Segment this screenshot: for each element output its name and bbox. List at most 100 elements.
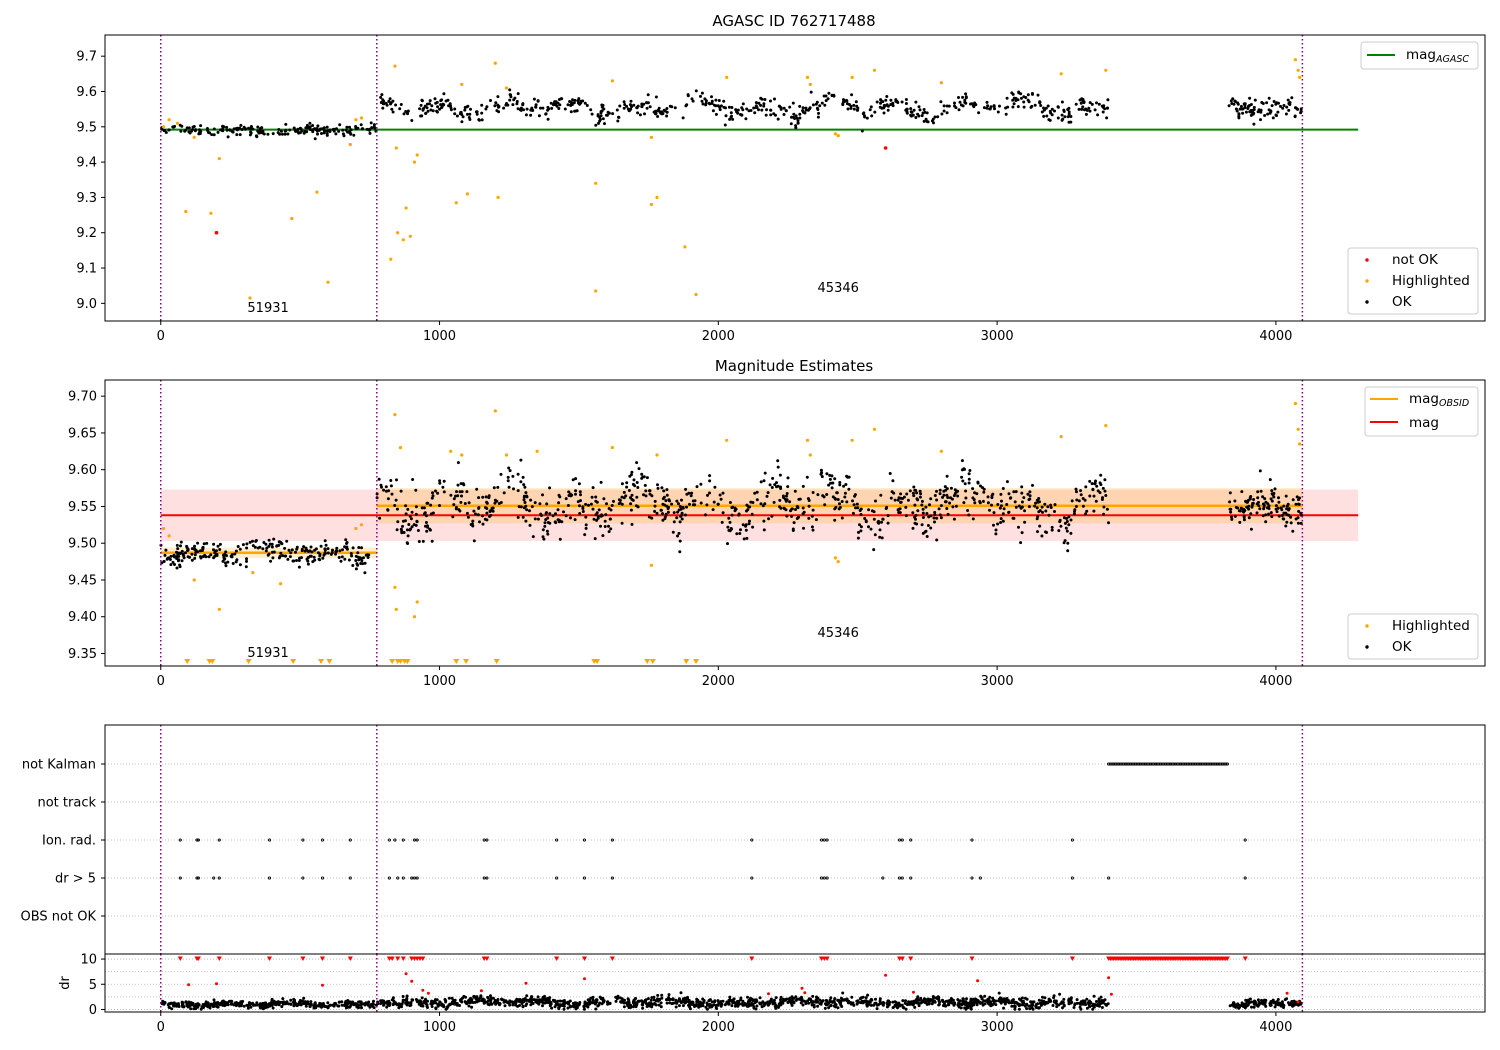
ok-point <box>796 119 800 123</box>
dr-ok-point <box>342 1004 346 1007</box>
ok-point <box>818 104 822 108</box>
ok-point <box>1276 110 1280 114</box>
ok-point <box>491 509 495 513</box>
ok-point <box>629 104 633 108</box>
dr-ok-point <box>949 999 953 1003</box>
dr-saturated-marker <box>300 956 306 962</box>
highlighted-point <box>833 132 838 136</box>
ok-point <box>1038 500 1041 504</box>
dr-ok-point <box>753 1001 757 1005</box>
ok-point <box>359 562 363 565</box>
ok-point <box>762 104 766 108</box>
ok-point <box>230 553 234 557</box>
ok-point <box>207 555 211 559</box>
dr-ok-point <box>972 1000 976 1004</box>
dr-ok-point <box>385 1005 389 1009</box>
ok-point <box>851 499 854 503</box>
dr-ok-point <box>313 1002 317 1006</box>
ok-point <box>734 507 738 511</box>
ok-point <box>939 504 943 508</box>
dr-ok-point <box>614 999 618 1003</box>
ok-point <box>266 553 270 557</box>
ok-point <box>272 550 276 554</box>
ok-point <box>409 517 413 521</box>
ok-point <box>662 489 666 493</box>
ok-point <box>1022 95 1026 99</box>
highlighted-point <box>1293 58 1297 62</box>
ok-point <box>442 490 446 494</box>
ok-point <box>419 114 423 118</box>
dr-ok-point <box>221 1002 225 1006</box>
ok-point <box>279 129 283 133</box>
x-tick-label: 0 <box>157 1020 165 1035</box>
dr-ok-point <box>634 1001 638 1005</box>
ok-point <box>554 101 557 105</box>
dr-ok-point <box>755 1004 759 1008</box>
ok-point <box>667 505 670 509</box>
ok-point <box>341 548 344 552</box>
ok-point <box>1233 514 1237 518</box>
ok-point <box>638 113 642 117</box>
ok-point <box>820 101 824 105</box>
dr-ok-point <box>529 1003 533 1007</box>
ok-point <box>557 501 561 505</box>
ok-point <box>714 112 718 116</box>
ok-point <box>604 513 608 517</box>
dr-ok-point <box>1078 1002 1082 1006</box>
ok-point <box>684 104 688 108</box>
dr-ok-point <box>743 1003 747 1007</box>
ok-point <box>630 493 634 497</box>
dr-ok-point <box>904 999 907 1003</box>
ok-point <box>782 113 786 116</box>
ok-point <box>644 494 648 498</box>
ok-point <box>854 506 858 510</box>
ok-point <box>1063 115 1067 119</box>
dr-ok-point <box>337 1000 341 1004</box>
dr-ok-point <box>1021 999 1025 1003</box>
ok-point <box>508 93 512 97</box>
ok-point <box>1017 525 1020 529</box>
ok-point <box>729 111 733 115</box>
ok-point <box>844 483 848 486</box>
ok-point <box>913 488 917 492</box>
flag-point <box>267 876 272 880</box>
dr-ok-point <box>792 1001 796 1005</box>
ok-point <box>663 503 667 507</box>
ok-point <box>384 485 388 489</box>
ok-point <box>605 113 608 117</box>
ok-point <box>763 471 767 475</box>
ok-point <box>721 491 725 495</box>
ok-point <box>775 485 778 489</box>
ok-point <box>386 508 390 512</box>
ok-point <box>497 502 501 505</box>
legend-swatch-ok <box>1365 300 1369 304</box>
y-tick-label: 9.55 <box>68 500 97 515</box>
ok-point <box>277 128 281 131</box>
highlighted-point <box>939 449 944 453</box>
ok-point <box>363 571 367 575</box>
ok-point <box>968 469 972 472</box>
dr-panel-frame <box>104 953 1486 1013</box>
ok-point <box>730 527 733 531</box>
ok-point <box>1073 510 1076 513</box>
dr-ok-point <box>727 998 731 1002</box>
ok-point <box>306 556 310 559</box>
dr-ok-point <box>695 997 699 1001</box>
dr-ok-point <box>292 1004 296 1008</box>
ok-point <box>1103 478 1107 482</box>
ok-point <box>1084 107 1088 111</box>
ok-point <box>849 106 853 110</box>
dr-ok-point <box>464 995 468 999</box>
dr-ok-point <box>659 1001 663 1005</box>
ok-point <box>1287 108 1291 112</box>
dr-ok-point <box>1032 1000 1036 1004</box>
ok-point <box>539 106 542 110</box>
ok-point <box>557 107 561 110</box>
ok-point <box>717 99 721 102</box>
ok-point <box>1035 498 1039 502</box>
ok-point <box>1274 113 1278 117</box>
ok-point <box>792 521 796 525</box>
dr-ok-point <box>912 999 916 1003</box>
dr-ok-point <box>293 998 296 1002</box>
ok-point <box>302 545 306 549</box>
